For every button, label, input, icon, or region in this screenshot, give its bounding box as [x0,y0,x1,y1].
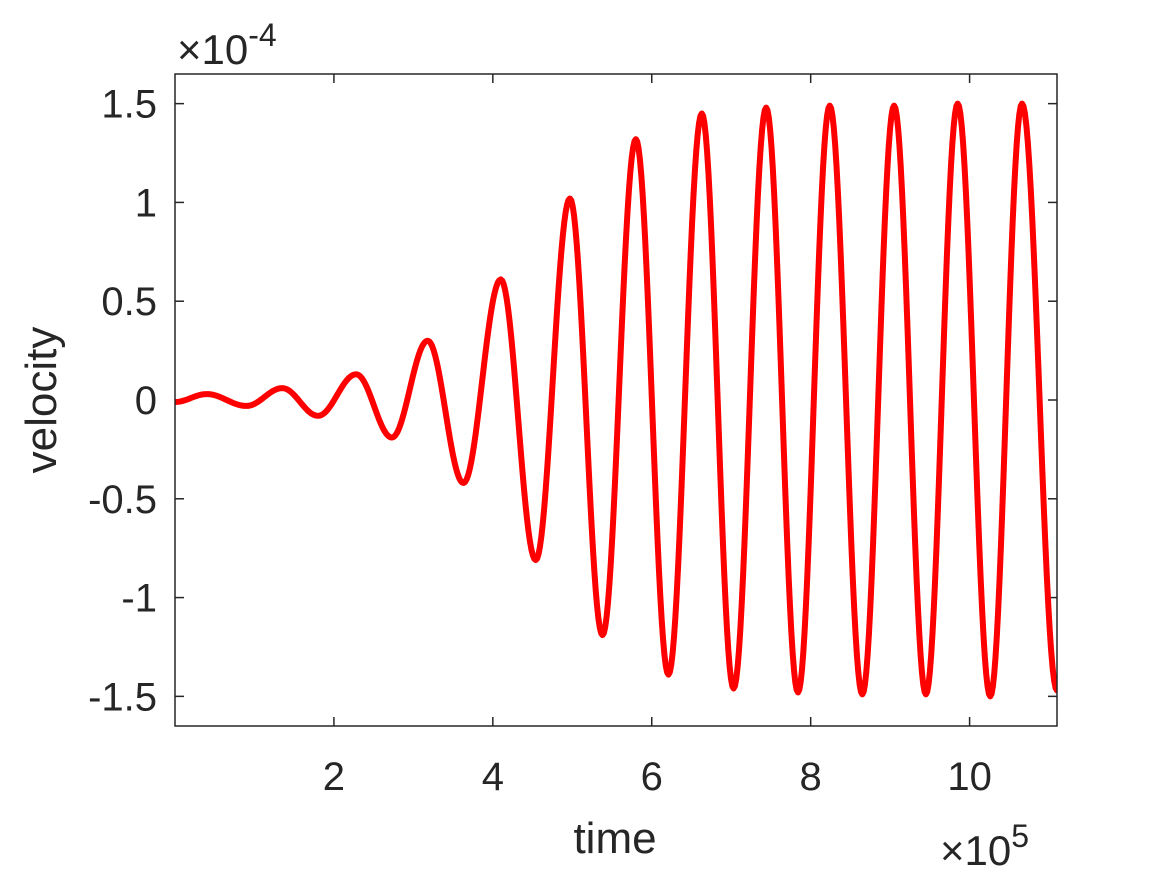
y-tick-label: -1.5 [88,675,157,719]
x-exponent-power: 5 [1011,818,1029,854]
x-axis-label: time [573,814,656,863]
x-tick-label: 6 [641,755,663,799]
series-line-velocity [175,100,1057,700]
y-axis-label: velocity [17,327,66,474]
axis-tick-labels: 2 4 6 8 10 -1.5 -1 -0.5 0 0.5 1 1.5 [88,83,992,799]
x-exponent-base: ×10 [940,827,1011,874]
y-tick-label: -1 [121,577,157,621]
x-tick-label: 8 [800,755,822,799]
axis-ticks [175,74,1057,726]
y-tick-label: 1.5 [101,83,157,127]
y-tick-label: 0 [135,379,157,423]
x-tick-label: 4 [482,755,504,799]
x-exponent-multiplier: ×105 [940,818,1029,874]
y-exponent-multiplier: ×10-4 [177,17,277,73]
y-tick-label: 0.5 [101,280,157,324]
y-tick-label: -0.5 [88,478,157,522]
x-tick-label: 2 [323,755,345,799]
y-exponent-base: ×10 [177,26,248,73]
y-exponent-power: -4 [248,17,276,53]
plot-box [174,73,1058,727]
x-tick-label: 10 [947,755,992,799]
y-tick-label: 1 [135,181,157,225]
